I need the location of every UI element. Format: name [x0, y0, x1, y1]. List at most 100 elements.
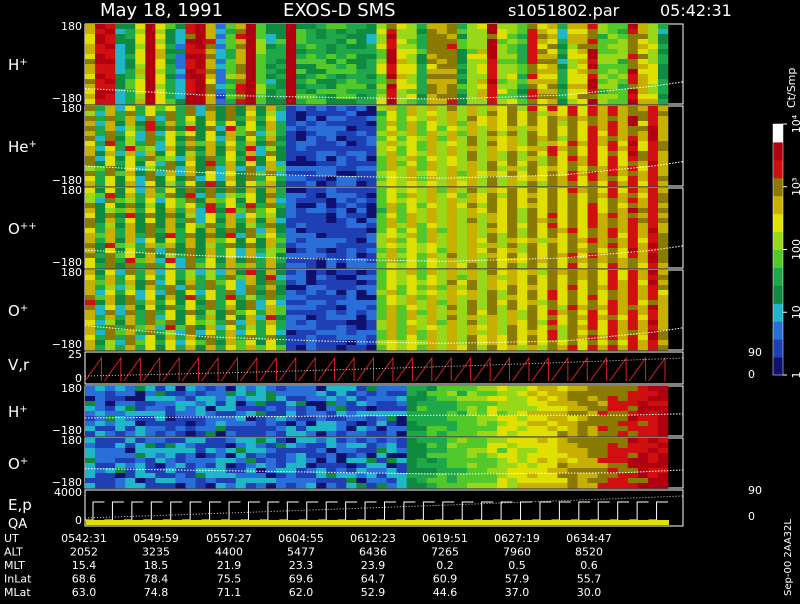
- heatmap-cell: [246, 161, 256, 166]
- heatmap-cell: [457, 275, 467, 280]
- heatmap-cell: [346, 431, 356, 436]
- heatmap-cell: [598, 54, 608, 59]
- heatmap-cell: [417, 431, 427, 436]
- heatmap-cell: [306, 448, 316, 453]
- heatmap-cell: [537, 443, 547, 448]
- heatmap-cell: [537, 146, 547, 151]
- heatmap-cell: [437, 99, 447, 104]
- heatmap-cell: [618, 275, 628, 280]
- heatmap-cell: [206, 438, 216, 443]
- heatmap-cell: [306, 131, 316, 136]
- heatmap-cell: [356, 161, 366, 166]
- heatmap-cell: [527, 310, 537, 315]
- heatmap-cell: [588, 431, 598, 436]
- heatmap-cell: [155, 131, 165, 136]
- heatmap-cell: [256, 290, 266, 295]
- heatmap-cell: [226, 263, 236, 268]
- heatmap-cell: [487, 94, 497, 99]
- heatmap-cell: [377, 386, 387, 391]
- heatmap-cell: [547, 285, 557, 290]
- heatmap-cell: [507, 64, 517, 69]
- heatmap-cell: [557, 426, 567, 431]
- heatmap-cell: [427, 151, 437, 156]
- heatmap-cell: [537, 223, 547, 228]
- heatmap-cell: [497, 275, 507, 280]
- heatmap-cell: [407, 280, 417, 285]
- heatmap-cell: [598, 315, 608, 320]
- heatmap-cell: [467, 79, 477, 84]
- heatmap-cell: [527, 29, 537, 34]
- heatmap-cell: [457, 141, 467, 146]
- heatmap-cell: [105, 141, 115, 146]
- heatmap-cell: [155, 203, 165, 208]
- heatmap-cell: [457, 305, 467, 310]
- heatmap-cell: [256, 325, 266, 330]
- heatmap-cell: [155, 438, 165, 443]
- heatmap-cell: [578, 228, 588, 233]
- heatmap-cell: [377, 391, 387, 396]
- colorbar-swatch: [773, 232, 783, 250]
- heatmap-cell: [497, 161, 507, 166]
- heatmap-cell: [226, 345, 236, 350]
- heatmap-cell: [658, 426, 668, 431]
- heatmap-cell: [186, 270, 196, 275]
- heatmap-cell: [356, 345, 366, 350]
- heatmap-cell: [206, 391, 216, 396]
- heatmap-cell: [155, 74, 165, 79]
- heatmap-cell: [196, 325, 206, 330]
- heatmap-cell: [206, 295, 216, 300]
- heatmap-cell: [246, 426, 256, 431]
- heatmap-cell: [447, 285, 457, 290]
- heatmap-cell: [236, 208, 246, 213]
- heatmap-cell: [145, 64, 155, 69]
- heatmap-cell: [336, 295, 346, 300]
- heatmap-cell: [507, 285, 517, 290]
- heatmap-cell: [165, 391, 175, 396]
- heatmap-cell: [256, 483, 266, 488]
- heatmap-cell: [316, 416, 326, 421]
- heatmap-cell: [206, 340, 216, 345]
- heatmap-cell: [206, 431, 216, 436]
- heatmap-cell: [377, 161, 387, 166]
- heatmap-cell: [547, 438, 557, 443]
- heatmap-cell: [175, 411, 185, 416]
- heatmap-cell: [95, 121, 105, 126]
- table-cell: 23.9: [361, 559, 386, 572]
- heatmap-cell: [226, 176, 236, 181]
- heatmap-cell: [658, 421, 668, 426]
- heatmap-cell: [196, 203, 206, 208]
- heatmap-cell: [598, 431, 608, 436]
- heatmap-cell: [366, 116, 376, 121]
- heatmap-cell: [95, 188, 105, 193]
- table-cell: 0.2: [436, 559, 454, 572]
- heatmap-cell: [377, 345, 387, 350]
- heatmap-cell: [387, 448, 397, 453]
- heatmap-cell: [648, 448, 658, 453]
- heatmap-cell: [286, 89, 296, 94]
- heatmap-cell: [377, 233, 387, 238]
- heatmap-cell: [547, 121, 557, 126]
- heatmap-cell: [457, 263, 467, 268]
- heatmap-cell: [286, 431, 296, 436]
- heatmap-cell: [175, 401, 185, 406]
- heatmap-cell: [366, 136, 376, 141]
- heatmap-cell: [377, 188, 387, 193]
- heatmap-cell: [165, 315, 175, 320]
- heatmap-cell: [447, 330, 457, 335]
- heatmap-cell: [155, 263, 165, 268]
- heatmap-cell: [266, 426, 276, 431]
- heatmap-cell: [115, 448, 125, 453]
- heatmap-cell: [377, 421, 387, 426]
- heatmap-cell: [326, 233, 336, 238]
- heatmap-cell: [578, 44, 588, 49]
- heatmap-cell: [628, 453, 638, 458]
- heatmap-cell: [155, 270, 165, 275]
- heatmap-cell: [266, 290, 276, 295]
- heatmap-cell: [155, 193, 165, 198]
- heatmap-cell: [457, 426, 467, 431]
- heatmap-cell: [346, 44, 356, 49]
- heatmap-cell: [306, 416, 316, 421]
- heatmap-cell: [567, 193, 577, 198]
- heatmap-cell: [507, 448, 517, 453]
- heatmap-cell: [266, 223, 276, 228]
